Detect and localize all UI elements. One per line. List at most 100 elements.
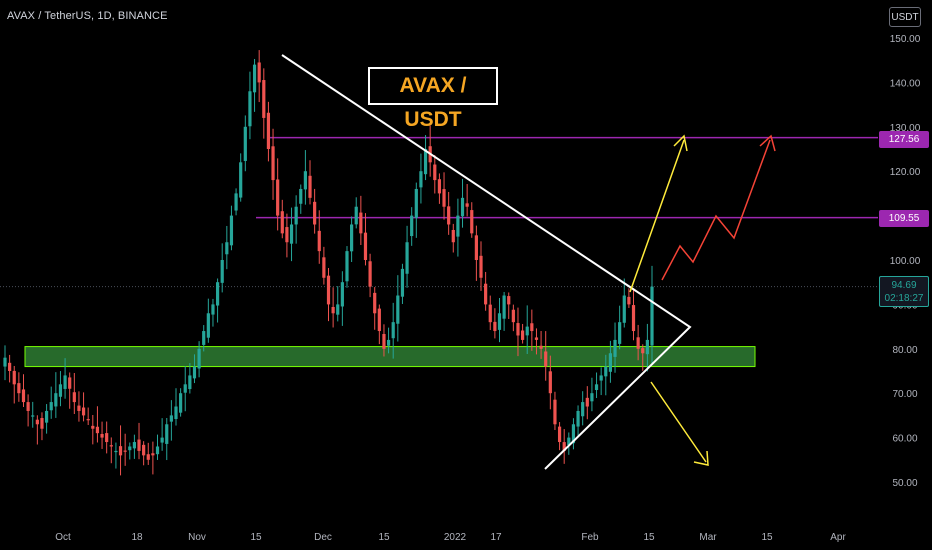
candle-body (239, 162, 243, 198)
candle-body (77, 405, 81, 411)
candle-body (437, 179, 442, 194)
candle-body (128, 446, 132, 451)
candle-body (585, 397, 589, 407)
candle-body (188, 375, 192, 390)
candle-body (215, 282, 220, 306)
annotation-title: AVAX / USDT (368, 67, 498, 131)
candle-body (594, 384, 599, 391)
candle-body (243, 126, 247, 161)
candle-body (280, 211, 284, 234)
candle-body (331, 306, 335, 314)
candle-body (521, 330, 525, 340)
candle-body (618, 322, 622, 344)
candle-body (229, 215, 234, 246)
candle-body (363, 232, 368, 260)
candle-body (373, 292, 377, 314)
candle-body (484, 283, 488, 305)
candle-body (386, 339, 391, 346)
candle-body (289, 224, 294, 244)
candle-body (100, 433, 104, 438)
candle-body (160, 437, 164, 443)
candle-body (285, 227, 289, 243)
candle-body (340, 282, 344, 307)
price-tick-label: 80.00 (892, 345, 917, 356)
candle-body (354, 206, 358, 225)
candle-body (58, 384, 63, 397)
alternate-path-arrow (661, 139, 771, 281)
candle-body (211, 304, 215, 315)
time-tick-label: Mar (699, 532, 717, 543)
candle-body (456, 215, 460, 237)
price-tick-label: 60.00 (892, 434, 917, 445)
candle-body (631, 305, 636, 332)
candle-body (562, 442, 566, 451)
price-tick-label: 120.00 (890, 167, 921, 178)
time-tick-label: Feb (581, 532, 599, 543)
candle-body (479, 255, 483, 278)
candle-body (155, 446, 160, 455)
candles (3, 50, 654, 476)
currency-button[interactable]: USDT (889, 7, 921, 27)
last-price-value: 94.69 (891, 280, 917, 291)
candle-body (49, 402, 53, 411)
candle-body (599, 375, 603, 381)
candle-body (206, 313, 210, 338)
candle-body (382, 333, 386, 349)
lower-level-label: 109.55 (879, 210, 929, 227)
candle-body (516, 323, 520, 336)
candle-body (368, 261, 372, 287)
candle-body (123, 450, 127, 452)
price-tick-label: 150.00 (890, 34, 921, 45)
candle-body (271, 146, 275, 181)
candle-body (336, 304, 340, 315)
time-tick-label: 15 (761, 532, 773, 543)
candle-body (590, 393, 594, 402)
candle-body (303, 171, 307, 190)
candle-body (169, 415, 173, 422)
candle-body (179, 393, 183, 413)
support-zone-rect (24, 346, 756, 368)
candle-body (266, 112, 271, 149)
candle-body (465, 203, 469, 207)
candle-body (81, 407, 86, 416)
candle-body (530, 323, 534, 332)
candle-body (405, 242, 409, 274)
candle-body (3, 357, 7, 367)
time-tick-label: 18 (131, 532, 143, 543)
time-axis: Oct 18 Nov 15 Dec 15 2022 17 Feb 15 Mar 15 Apr (55, 532, 846, 543)
candle-body (497, 313, 502, 330)
candle-body (488, 304, 492, 323)
candle-body (54, 393, 58, 407)
alternate-arrow-head (759, 134, 776, 152)
candle-body (391, 322, 395, 339)
candle-body (12, 370, 16, 385)
time-tick-label: 17 (490, 532, 502, 543)
last-price-label: 94.69 02:18:27 (879, 276, 929, 307)
price-tick-label: 100.00 (890, 256, 921, 267)
candle-body (8, 362, 12, 371)
candle-body (553, 399, 557, 425)
candle-body (142, 444, 146, 456)
candle-body (40, 418, 44, 429)
candle-body (197, 348, 201, 369)
price-tick-label: 130.00 (890, 123, 921, 134)
price-tick-label: 70.00 (892, 389, 917, 400)
candle-body (95, 426, 100, 434)
candle-body (534, 337, 539, 340)
candle-body (109, 445, 113, 447)
upper-level-label: 127.56 (879, 131, 929, 148)
time-tick-label: 15 (643, 532, 655, 543)
candle-body (350, 224, 354, 252)
candle-body (202, 331, 206, 345)
candle-body (613, 339, 617, 357)
candle-body (525, 326, 529, 336)
candle-body (507, 296, 511, 305)
candle-body (262, 80, 266, 118)
candle-body (86, 419, 90, 421)
price-axis: 150.00140.00130.00120.00110.00100.0090.0… (890, 34, 921, 489)
candle-body (317, 230, 321, 252)
candle-body (410, 215, 414, 237)
candle-body (622, 295, 626, 323)
time-tick-label: Oct (55, 532, 71, 543)
candle-body (377, 308, 381, 332)
